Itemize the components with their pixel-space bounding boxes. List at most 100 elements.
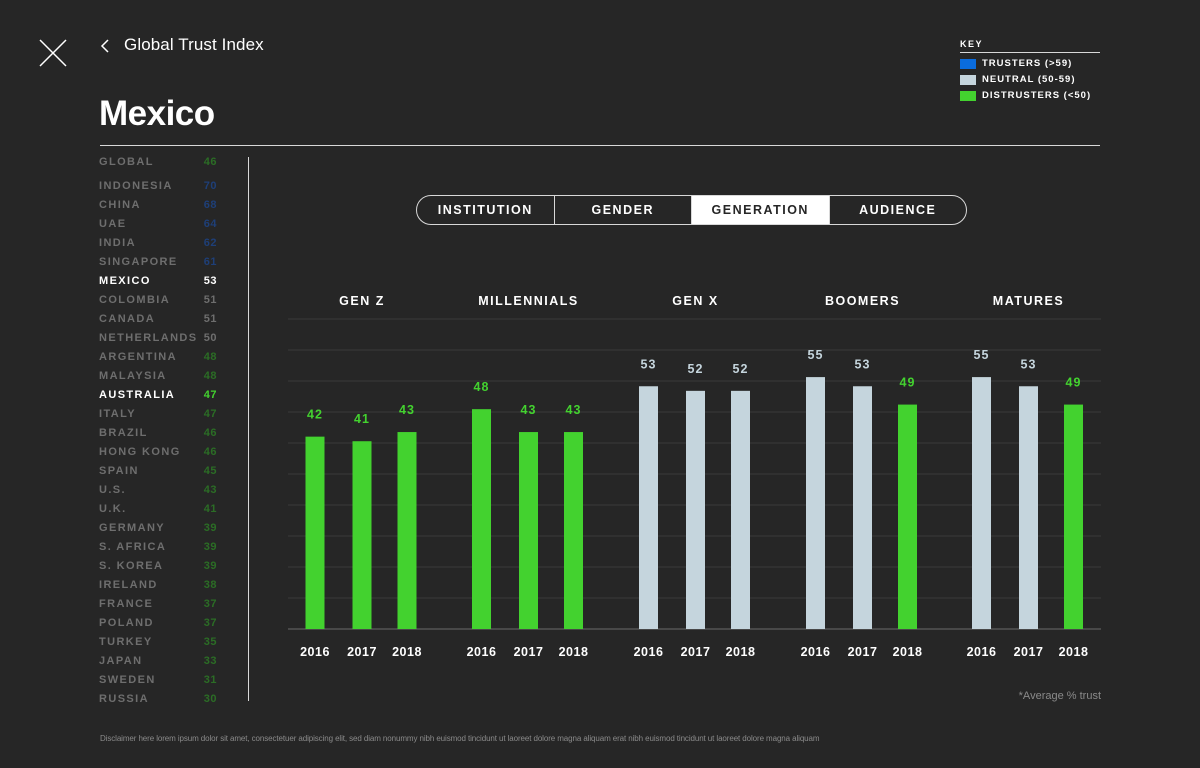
- country-name: SINGAPORE: [99, 256, 178, 268]
- tab-gender[interactable]: GENDER: [553, 196, 692, 224]
- bar[interactable]: [686, 390, 705, 629]
- bar[interactable]: [305, 436, 325, 629]
- bar[interactable]: [472, 409, 491, 629]
- bar[interactable]: [898, 404, 917, 629]
- tab-generation[interactable]: GENERATION: [691, 196, 829, 224]
- country-name: AUSTRALIA: [99, 389, 176, 401]
- year-tick-label: 2018: [559, 645, 589, 659]
- country-item-canada[interactable]: CANADA 51: [99, 311, 217, 330]
- country-item-s-africa[interactable]: S. AFRICA 39: [99, 539, 217, 558]
- country-score: 39: [203, 560, 217, 572]
- country-item-germany[interactable]: GERMANY 39: [99, 520, 217, 539]
- legend-swatch-trusters: [960, 58, 976, 69]
- bar[interactable]: [397, 432, 417, 629]
- country-name: MEXICO: [99, 275, 151, 287]
- data-label: 49: [1066, 376, 1082, 390]
- legend-item-distrusters: DISTRUSTERS (<50): [960, 90, 1100, 101]
- country-score: 47: [203, 389, 217, 401]
- bar[interactable]: [519, 432, 538, 629]
- group-label: MILLENNIALS: [478, 294, 579, 308]
- country-score: 53: [203, 275, 217, 287]
- country-score: 37: [203, 617, 217, 629]
- group-label: GEN X: [672, 294, 718, 308]
- country-item-u-s[interactable]: U.S. 43: [99, 482, 217, 501]
- country-item-poland[interactable]: POLAND 37: [99, 615, 217, 634]
- data-label: 48: [474, 380, 490, 394]
- year-tick-label: 2017: [681, 645, 711, 659]
- country-score: 48: [203, 351, 217, 363]
- year-tick-label: 2016: [634, 645, 664, 659]
- country-name: S. KOREA: [99, 560, 164, 572]
- tab-audience[interactable]: AUDIENCE: [828, 196, 967, 224]
- country-item-argentina[interactable]: ARGENTINA 48: [99, 349, 217, 368]
- country-score: 31: [203, 674, 217, 686]
- legend-item-neutral: NEUTRAL (50-59): [960, 74, 1100, 85]
- data-label: 53: [641, 357, 657, 371]
- country-item-mexico[interactable]: MEXICO 53: [99, 273, 217, 292]
- country-score: 46: [203, 427, 217, 439]
- country-score: 62: [203, 237, 217, 249]
- bar[interactable]: [352, 441, 372, 629]
- tab-institution[interactable]: INSTITUTION: [437, 203, 533, 217]
- bar[interactable]: [853, 386, 872, 629]
- bar[interactable]: [639, 386, 658, 629]
- country-name: U.K.: [99, 503, 127, 515]
- country-score: 33: [203, 655, 217, 667]
- country-score: 48: [203, 370, 217, 382]
- country-item-hong-kong[interactable]: HONG KONG 46: [99, 444, 217, 463]
- country-item-russia[interactable]: RUSSIA 30: [99, 691, 217, 710]
- app-title[interactable]: Global Trust Index: [124, 35, 264, 54]
- country-score: 46: [203, 156, 217, 168]
- country-item-indonesia[interactable]: INDONESIA 70: [99, 178, 217, 197]
- bar[interactable]: [731, 390, 750, 629]
- group-label: GEN Z: [339, 294, 385, 308]
- title-divider: [100, 145, 1100, 146]
- country-item-brazil[interactable]: BRAZIL 46: [99, 425, 217, 444]
- country-item-uae[interactable]: UAE 64: [99, 216, 217, 235]
- year-tick-label: 2018: [392, 645, 422, 659]
- country-item-spain[interactable]: SPAIN 45: [99, 463, 217, 482]
- year-tick-label: 2016: [967, 645, 997, 659]
- country-name: UAE: [99, 218, 127, 230]
- country-item-japan[interactable]: JAPAN 33: [99, 653, 217, 672]
- bar[interactable]: [564, 432, 583, 629]
- country-score: 38: [203, 579, 217, 591]
- country-item-u-k[interactable]: U.K. 41: [99, 501, 217, 520]
- country-item-australia[interactable]: AUSTRALIA 47: [99, 387, 217, 406]
- close-icon[interactable]: [38, 38, 68, 68]
- year-tick-label: 2017: [514, 645, 544, 659]
- country-name: ITALY: [99, 408, 136, 420]
- country-name: POLAND: [99, 617, 154, 629]
- year-tick-label: 2017: [347, 645, 377, 659]
- footnote: *Average % trust: [1018, 690, 1101, 702]
- data-label: 41: [354, 412, 370, 426]
- country-item-malaysia[interactable]: MALAYSIA 48: [99, 368, 217, 387]
- country-item-turkey[interactable]: TURKEY 35: [99, 634, 217, 653]
- country-name: HONG KONG: [99, 446, 181, 458]
- year-tick-label: 2017: [1014, 645, 1044, 659]
- bar[interactable]: [972, 377, 991, 629]
- country-score: 43: [203, 484, 217, 496]
- country-item-sweden[interactable]: SWEDEN 31: [99, 672, 217, 691]
- country-name: MALAYSIA: [99, 370, 167, 382]
- country-name: GERMANY: [99, 522, 166, 534]
- country-item-singapore[interactable]: SINGAPORE 61: [99, 254, 217, 273]
- country-item-netherlands[interactable]: NETHERLANDS 50: [99, 330, 217, 349]
- back-chevron-icon[interactable]: [98, 38, 112, 54]
- data-label: 53: [1021, 357, 1037, 371]
- bar[interactable]: [1019, 386, 1038, 629]
- bar[interactable]: [806, 377, 825, 629]
- country-name: S. AFRICA: [99, 541, 167, 553]
- bar[interactable]: [1064, 404, 1083, 629]
- country-item-ireland[interactable]: IRELAND 38: [99, 577, 217, 596]
- country-item-india[interactable]: INDIA 62: [99, 235, 217, 254]
- country-item-france[interactable]: FRANCE 37: [99, 596, 217, 615]
- country-score: 35: [203, 636, 217, 648]
- country-item-global[interactable]: GLOBAL 46: [99, 154, 217, 173]
- country-name: TURKEY: [99, 636, 153, 648]
- country-item-china[interactable]: CHINA 68: [99, 197, 217, 216]
- country-name: SPAIN: [99, 465, 139, 477]
- country-item-s-korea[interactable]: S. KOREA 39: [99, 558, 217, 577]
- country-item-colombia[interactable]: COLOMBIA 51: [99, 292, 217, 311]
- country-item-italy[interactable]: ITALY 47: [99, 406, 217, 425]
